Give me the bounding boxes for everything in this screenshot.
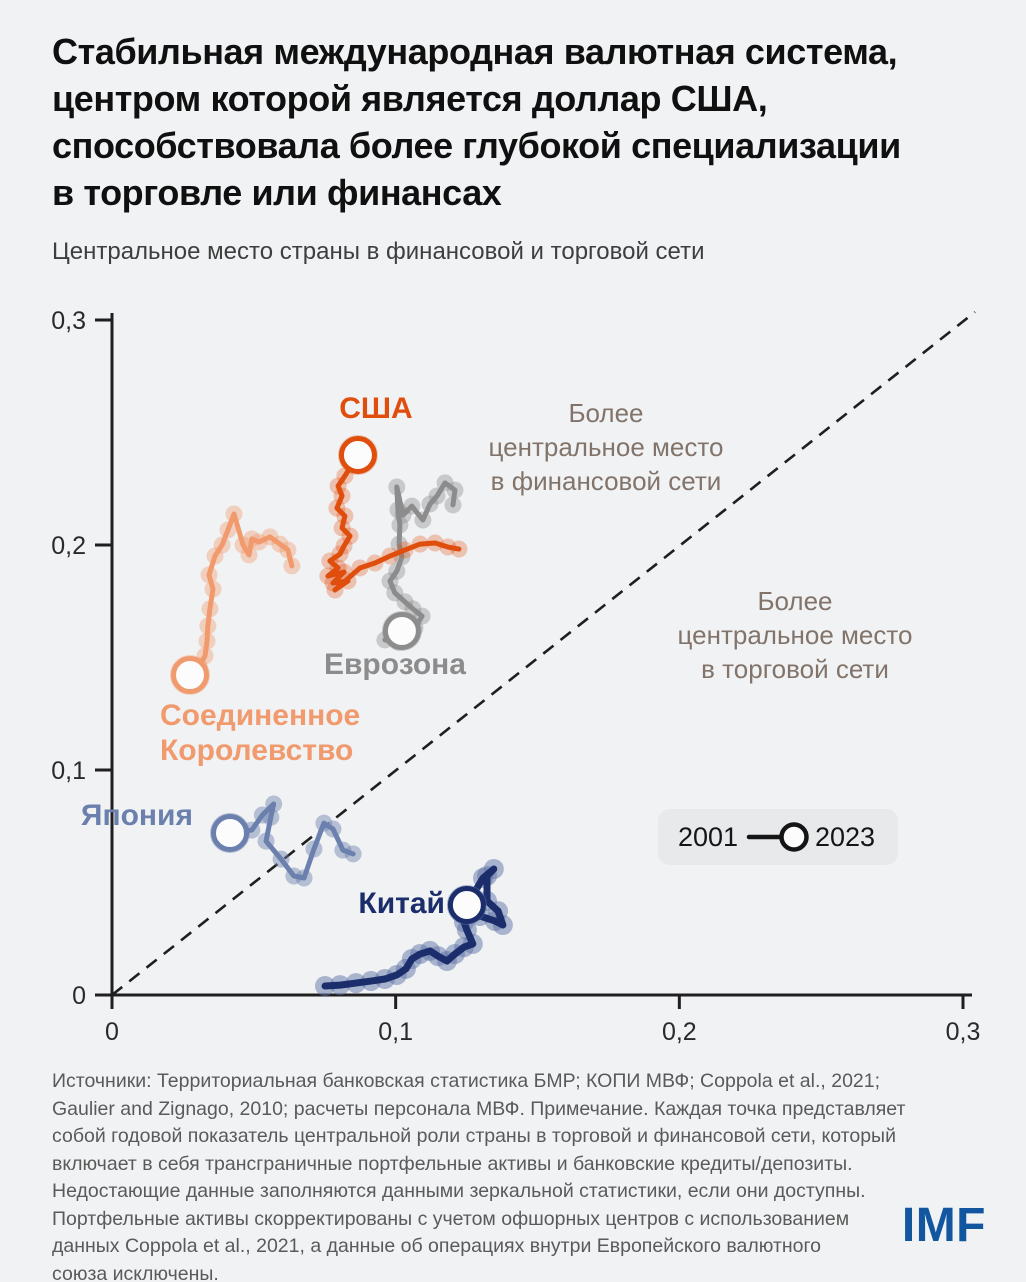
title-line-2: центром которой является доллар США, <box>52 78 768 119</box>
title-line-3: способствовала более глубокой специализа… <box>52 125 901 166</box>
x-tick-label: 0,3 <box>946 1018 981 1046</box>
source-line: собой годовой показатель центральной рол… <box>52 1125 896 1147</box>
trajectory-Еврозона <box>382 480 458 645</box>
source-note: Источники: Территориальная банковская ст… <box>52 1068 905 1282</box>
trajectory-Япония <box>227 801 356 881</box>
x-tick-label: 0,1 <box>378 1018 413 1046</box>
country-label: Китай <box>358 887 445 920</box>
x-tick-label: 0,2 <box>662 1018 697 1046</box>
trajectory-США <box>325 452 462 593</box>
end-marker-2023 <box>338 436 377 474</box>
legend-start-year: 2001 <box>678 822 738 852</box>
connected-scatter-chart: 0 0,1 0,2 0,3 0 0,1 0,2 0,3 Более центральное мес… <box>51 307 981 1046</box>
annotation-trade-network: центральное место <box>678 620 913 650</box>
imf-logo: IMF <box>901 1199 986 1252</box>
source-line: данных Coppola et al., 2021, а данные об… <box>52 1235 822 1257</box>
diagonal-reference-line <box>111 310 976 997</box>
source-line: союза исключены. <box>52 1262 219 1282</box>
annotation-financial-network: центральное место <box>489 432 724 462</box>
trajectory-Китай <box>321 865 507 990</box>
source-line: Портфельные активы скорректированы с уче… <box>52 1207 850 1230</box>
end-marker-2023 <box>382 611 421 650</box>
end-marker-2023 <box>447 886 486 924</box>
annotation-trade-network: Более <box>757 586 832 616</box>
y-tick-label: 0,1 <box>51 757 86 785</box>
country-label: США <box>339 392 412 425</box>
chart-subtitle: Центральное место страны в финансовой и … <box>52 238 705 265</box>
source-line: Gaulier and Zignago, 2010; расчеты персо… <box>52 1097 906 1120</box>
source-line: Недостающие данные заполняются данными з… <box>52 1180 866 1202</box>
country-label: Королевство <box>160 734 353 767</box>
legend-end-marker <box>779 822 809 852</box>
title-line-4: в торговле или финансах <box>52 172 502 213</box>
source-line: включает в себя трансграничные портфельн… <box>52 1152 853 1175</box>
source-line: Источники: Территориальная банковская ст… <box>52 1070 881 1092</box>
end-marker-2023 <box>211 814 250 852</box>
country-label: Еврозона <box>324 648 466 681</box>
annotation-financial-network: в финансовой сети <box>491 466 722 496</box>
end-marker-2023 <box>171 656 210 695</box>
annotation-financial-network: Более <box>568 398 643 428</box>
title-line-1: Стабильная международная валютная систем… <box>52 31 898 72</box>
y-tick-label: 0,2 <box>51 532 86 560</box>
y-tick-label: 0 <box>72 982 86 1010</box>
country-label: Япония <box>81 799 193 832</box>
page-title: Стабильная международная валютная систем… <box>52 28 901 216</box>
y-tick-label: 0,3 <box>51 307 86 335</box>
legend-end-year: 2023 <box>815 822 875 852</box>
trajectory-Соединенное Королевство <box>187 511 295 678</box>
x-tick-label: 0 <box>105 1018 119 1046</box>
annotation-trade-network: в торговой сети <box>701 654 889 684</box>
country-label: Соединенное <box>160 699 360 732</box>
